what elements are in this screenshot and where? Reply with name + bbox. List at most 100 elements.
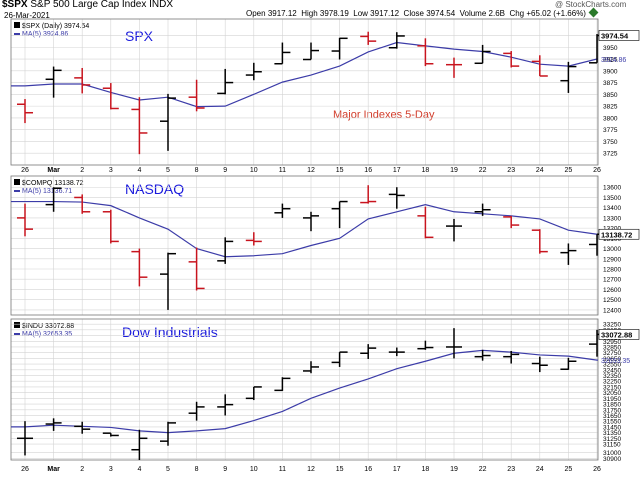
spx-ytick-label: 3800	[603, 115, 618, 122]
dow-last-price-box	[598, 329, 640, 340]
dow-ytick-label: 32850	[603, 344, 621, 351]
dow-ytick-label: 31650	[603, 413, 621, 420]
nasdaq-ohlc-bar	[446, 218, 462, 242]
x-axis-label-top: 12	[307, 167, 315, 174]
dow-ytick-label: 33250	[603, 322, 621, 329]
x-axis-label-top: 23	[507, 167, 515, 174]
nasdaq-ohlc-bar	[217, 237, 234, 264]
x-axis-label-top: Mar	[47, 167, 60, 174]
spx-legend: $SPX (Daily) 3974.54 MA(5) 3924.86	[14, 22, 89, 39]
x-axis-label-top: 10	[250, 167, 258, 174]
dow-ohlc-bar	[417, 340, 434, 350]
exchange: INDX	[149, 0, 174, 10]
dow-ytick-label: 31450	[603, 424, 621, 431]
dow-ohlc-bar	[160, 421, 176, 446]
dow-ohlc-bar	[388, 347, 405, 357]
x-axis-label-bottom: 26	[593, 466, 601, 473]
spx-ma-line	[11, 41, 598, 108]
nasdaq-ytick-label: 12700	[603, 277, 621, 284]
x-axis-label-top: 24	[536, 167, 544, 174]
spx-ohlc-bar	[446, 57, 462, 78]
dow-ohlc-bar	[560, 357, 577, 370]
x-axis-label-bottom: 24	[536, 466, 544, 473]
x-axis-label-bottom: Mar	[47, 466, 60, 473]
dow-legend: $INDU 33072.88 MA(5) 32653.35	[14, 322, 74, 339]
nasdaq-ytick-label: 12500	[603, 297, 621, 304]
nasdaq-ohlc-bar	[503, 215, 520, 229]
index-name: S&P 500 Large Cap Index	[30, 0, 147, 10]
spx-last-price-label: 3974.54	[601, 31, 629, 40]
nasdaq-ohlc-bar	[17, 203, 33, 237]
spx-ohlc-bar	[303, 42, 319, 61]
x-axis-label-bottom: 4	[137, 466, 141, 473]
nasdaq-panel-frame	[10, 175, 599, 316]
x-axis-label-top: 15	[336, 167, 344, 174]
dow-ma-line	[11, 349, 598, 434]
dow-ma-value-label: 32653.35	[601, 358, 630, 365]
dow-ytick-label: 31550	[603, 419, 621, 426]
nasdaq-ohlc-bar	[274, 203, 291, 218]
nasdaq-legend: $COMPQ 13138.72 MA(5) 13136.71	[14, 179, 83, 196]
dow-ytick-label: 31950	[603, 396, 621, 403]
spx-panel-frame	[10, 18, 599, 166]
dow-ohlc-bar	[331, 351, 348, 367]
dow-panel-label: Dow Industrials	[122, 324, 218, 340]
dow-ytick-label: 32350	[603, 373, 621, 380]
nasdaq-ytick-label: 12900	[603, 256, 621, 263]
dow-ytick-label: 32650	[603, 356, 621, 363]
spx-ma-value-label: 3924.86	[601, 57, 626, 64]
spx-ohlc-bar	[331, 37, 348, 60]
x-axis-label-bottom: 12	[307, 466, 315, 473]
dow-panel-frame	[10, 318, 599, 461]
dow-ohlc-bar	[188, 401, 205, 421]
nasdaq-ohlc-bar	[388, 187, 405, 209]
x-axis-label-top: 18	[422, 167, 430, 174]
dow-ytick-label: 32750	[603, 350, 621, 357]
nasdaq-ohlc-bar	[188, 247, 205, 291]
nasdaq-ohlc-bar	[360, 185, 377, 204]
dow-ohlc-bar	[245, 386, 262, 401]
nasdaq-ytick-label: 13300	[603, 215, 621, 222]
nasdaq-ohlc-bar	[45, 187, 62, 212]
chart-header-symbol: $SPX S&P 500 Large Cap Index INDX	[2, 0, 173, 10]
dow-ohlc-bar	[45, 418, 62, 431]
x-axis-label-top: 8	[195, 167, 199, 174]
spx-ohlc-bar	[131, 97, 148, 155]
x-axis-label-top: 4	[137, 167, 141, 174]
x-axis-label-bottom: 17	[393, 466, 401, 473]
nasdaq-ohlc-bar	[560, 243, 577, 265]
nasdaq-ytick-label: 12400	[603, 307, 621, 314]
x-axis-label-bottom: 10	[250, 466, 258, 473]
x-axis-label-top: 11	[279, 167, 286, 174]
spx-ohlc-bar	[560, 61, 577, 93]
spx-ohlc-bar	[217, 68, 234, 95]
x-axis-label-bottom: 8	[195, 466, 199, 473]
x-axis-label-bottom: 11	[279, 466, 286, 473]
spx-ohlc-bar	[188, 79, 205, 112]
dow-ytick-label: 32250	[603, 379, 621, 386]
x-axis-label-bottom: 15	[336, 466, 344, 473]
dow-ohlc-bar	[474, 349, 491, 361]
dow-ohlc-bar	[131, 429, 148, 460]
nasdaq-ohlc-bar	[417, 206, 434, 239]
dow-ytick-label: 31850	[603, 402, 621, 409]
nasdaq-last-price-box	[598, 228, 640, 240]
spx-ohlc-bar	[503, 51, 520, 68]
nasdaq-ohlc-bar	[131, 248, 148, 287]
spx-ohlc-bar	[45, 66, 62, 98]
spx-ohlc-bar	[160, 93, 176, 151]
x-axis-label-bottom: 5	[166, 466, 170, 473]
x-axis-label-top: 26	[593, 167, 601, 174]
symbol: $SPX	[2, 0, 28, 10]
dow-ytick-label: 32050	[603, 390, 621, 397]
x-axis-label-top: 3	[109, 167, 113, 174]
spx-panel-label: SPX	[125, 28, 154, 44]
x-axis-label-top: 5	[166, 167, 170, 174]
spx-ytick-label: 3850	[603, 92, 618, 99]
spx-ohlc-bar	[102, 83, 119, 110]
x-axis-label-top: 9	[223, 167, 227, 174]
nasdaq-ytick-label: 12800	[603, 267, 621, 274]
nasdaq-panel-label: NASDAQ	[125, 181, 185, 197]
